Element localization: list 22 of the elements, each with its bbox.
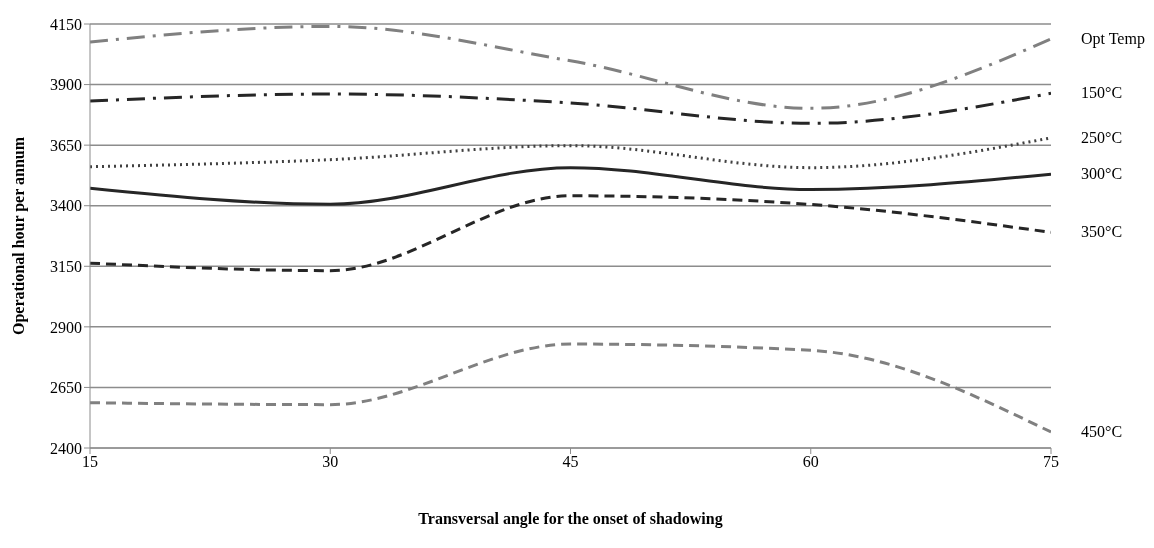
y-tick-label: 2650: [50, 379, 82, 397]
y-tick-label: 2400: [50, 439, 82, 457]
x-tick-label: 30: [322, 453, 339, 471]
x-axis-title: Transversal angle for the onset of shadowing: [418, 510, 723, 528]
y-axis-title: Operational hour per annum: [9, 136, 28, 336]
series-label: 300°C: [1081, 165, 1123, 183]
y-tick-label: 3650: [50, 136, 82, 154]
series-label: 450°C: [1081, 423, 1123, 441]
series-label: 150°C: [1081, 84, 1123, 102]
x-tick-label: 75: [1043, 453, 1059, 471]
x-tick-label: 45: [562, 453, 579, 471]
x-tick-label: 15: [82, 453, 98, 471]
x-tick-label: 60: [802, 453, 819, 471]
y-tick-label: 3400: [50, 197, 82, 215]
series-label: Opt Temp: [1081, 30, 1145, 49]
y-tick-label: 2900: [50, 318, 82, 336]
series-label: 250°C: [1081, 128, 1123, 146]
y-tick-label: 3150: [50, 257, 82, 275]
y-tick-label: 3900: [50, 76, 82, 94]
series-label: 350°C: [1081, 223, 1123, 241]
y-tick-label: 4150: [50, 15, 82, 33]
line-series: [90, 91, 1051, 125]
